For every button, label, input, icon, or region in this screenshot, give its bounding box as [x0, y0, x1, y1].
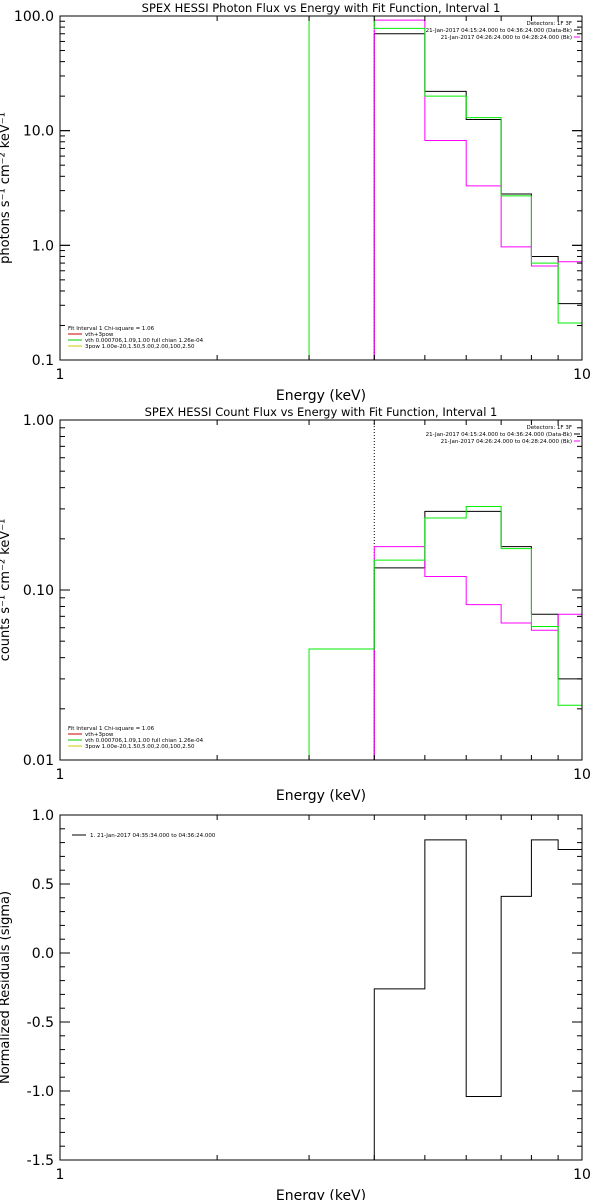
detector-header-line: 21-Jan-2017 04:26:24.000 to 04:28:24.000… [441, 35, 572, 41]
series-2-step-line [373, 19, 582, 360]
y-tick-label: 0.5 [32, 877, 54, 893]
chart-title: SPEX HESSI Photon Flux vs Energy with Fi… [142, 1, 501, 15]
plot-frame [59, 15, 583, 361]
plot-frame [59, 419, 583, 761]
plot-frame [59, 814, 583, 1161]
y-tick-label: -0.5 [27, 1015, 54, 1031]
series-3-step-line [308, 16, 582, 360]
series-1-step-line [373, 510, 582, 760]
detector-header-line: 21-Jan-2017 04:15:24.000 to 04:36:24.000… [426, 28, 572, 34]
x-axis-label: Energy (keV) [276, 388, 366, 404]
x-tick-label: 1 [56, 367, 65, 383]
series-group [373, 839, 582, 1160]
fit-interval-label: Fit Interval 1 Chi-square = 1.06 [68, 326, 155, 332]
y-tick-label: 0.1 [32, 353, 54, 369]
legend-item-label: 3pow 1.00e-20,1.50,5.00,2.00,100,2.50 [85, 344, 195, 350]
series-1-step-line [373, 33, 582, 360]
chart-panel-3: 1 10 -1.5 -1.0 -0.5 0.0 0.5 1.0 Energy (keV) Norm… [0, 808, 591, 1200]
detector-header-line: 21-Jan-2017 04:26:24.000 to 04:28:24.000… [441, 439, 572, 445]
y-tick-label: 0.10 [23, 583, 54, 599]
y-tick-label: 100.0 [14, 9, 54, 25]
chart-panel-2: 1 10 0.01 0.10 1.00 SPEX HESSI Count Flux vs … [0, 405, 591, 804]
series-3-step-line [308, 505, 582, 760]
fit-interval-label: Fit Interval 1 Chi-square = 1.06 [68, 726, 155, 732]
x-axis-label: Energy (keV) [276, 1188, 366, 1200]
legend-item-label: 3pow 1.00e-20,1.50,5.00,2.00,100,2.50 [85, 744, 195, 750]
legend-item-label: 1. 21-Jan-2017 04:35:34.000 to 04:36:24.… [90, 833, 216, 839]
y-tick-label: -1.5 [27, 1153, 54, 1169]
x-tick-label: 10 [573, 1167, 591, 1183]
series-2-step-line [373, 546, 582, 760]
detector-header-line: Detectors: 1F 3F [526, 425, 572, 431]
chart-panel-1: 1 10 0.1 1.0 10.0 100.0 SPEX HESSI Photon Flux… [0, 1, 591, 404]
legend-item-label: vth+3pow [85, 732, 114, 738]
legend-item-label: vth 0.000706,1.09,1.00 full chian 1.26e-… [85, 338, 204, 344]
y-tick-label: 1.0 [32, 238, 54, 254]
legend-item-label: vth+3pow [85, 332, 114, 338]
series-group [308, 16, 582, 360]
y-axis-label: counts s⁻¹ cm⁻² keV⁻¹ [0, 519, 13, 662]
x-tick-label: 10 [573, 767, 591, 783]
x-tick-label: 1 [56, 1167, 65, 1183]
y-tick-label: 1.00 [23, 413, 54, 429]
chart-title: SPEX HESSI Count Flux vs Energy with Fit… [145, 405, 498, 419]
y-tick-label: 10.0 [23, 124, 54, 140]
x-tick-label: 10 [573, 367, 591, 383]
x-axis-label: Energy (keV) [276, 788, 366, 804]
y-tick-label: -1.0 [27, 1084, 54, 1100]
legend-item-label: vth 0.000706,1.09,1.00 full chian 1.26e-… [85, 738, 204, 744]
y-axis-label: Normalized Residuals (sigma) [0, 891, 13, 1084]
series-1-step-line [373, 839, 582, 1160]
detector-header-line: 21-Jan-2017 04:15:24.000 to 04:36:24.000… [426, 432, 572, 438]
y-tick-label: 0.0 [32, 946, 54, 962]
detector-header-line: Detectors: 1F 3F [526, 21, 572, 27]
x-tick-label: 1 [56, 767, 65, 783]
y-tick-label: 1.0 [32, 808, 54, 824]
y-axis-label: photons s⁻¹ cm⁻² keV⁻¹ [0, 112, 13, 264]
y-tick-label: 0.01 [23, 753, 54, 769]
series-group [308, 420, 582, 760]
